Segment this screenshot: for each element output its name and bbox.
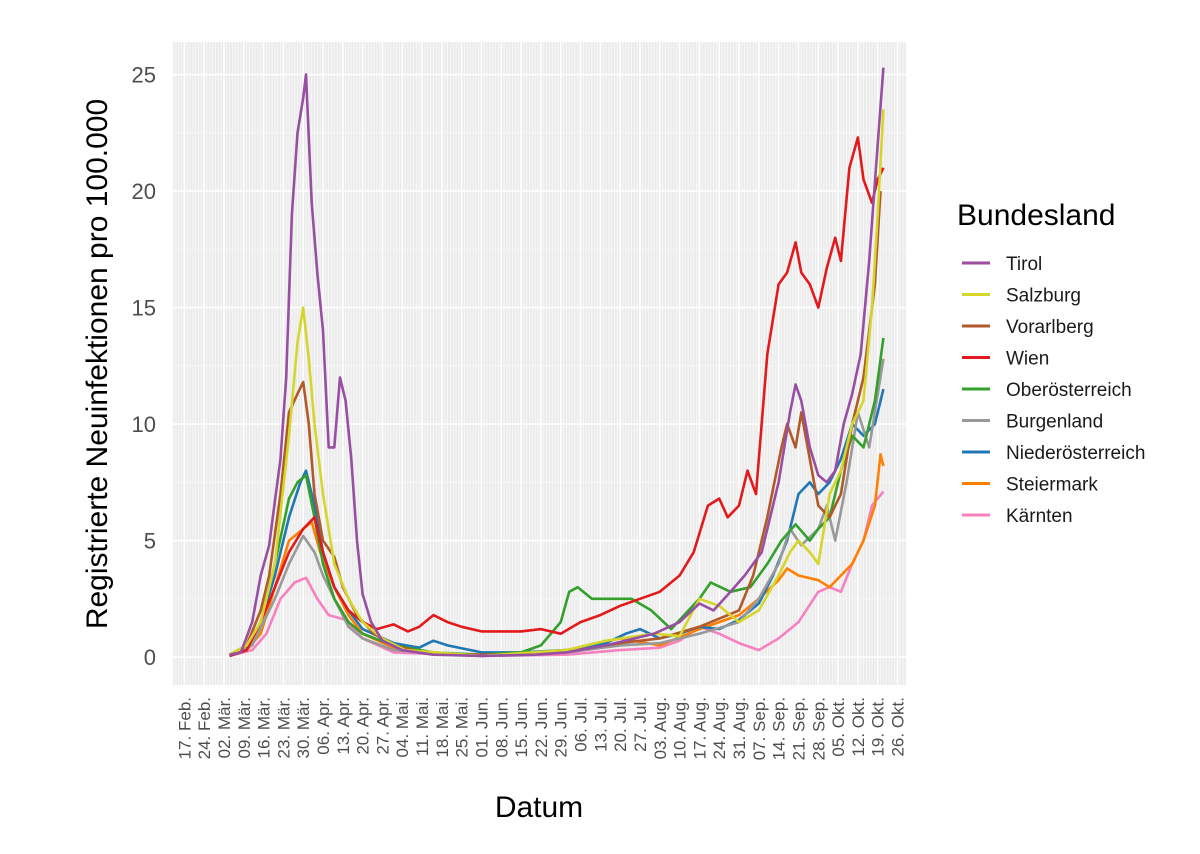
x-tick-label: 27. Jul.	[631, 697, 650, 752]
x-tick-label: 31. Aug.	[730, 697, 749, 759]
y-axis-title: Registrierte Neuinfektionen pro 100.000	[81, 99, 114, 629]
x-tick-label: 12. Okt.	[849, 697, 868, 757]
x-tick-label: 08. Jun.	[492, 697, 511, 758]
x-axis-title: Datum	[495, 791, 583, 824]
x-tick-label: 01. Jun.	[473, 697, 492, 758]
x-tick-label: 06. Apr.	[314, 697, 333, 755]
x-tick-label: 27. Apr.	[373, 697, 392, 755]
legend-label-wien: Wien	[1006, 349, 1049, 370]
x-tick-label: 20. Jul.	[611, 697, 630, 752]
x-tick-label: 21. Sep.	[790, 697, 809, 760]
y-tick-label: 20	[132, 179, 156, 204]
x-tick-label: 26. Okt.	[889, 697, 908, 757]
legend-label-steiermark: Steiermark	[1006, 475, 1098, 496]
series-line-salzburg	[228, 109, 885, 658]
x-tick-label: 03. Aug.	[651, 697, 670, 759]
x-tick-label: 05. Okt.	[829, 697, 848, 757]
legend-label-oberösterreich: Oberösterreich	[1006, 380, 1132, 401]
series-lines	[228, 67, 885, 658]
x-tick-label: 06. Jul.	[572, 697, 591, 752]
y-tick-label: 25	[132, 63, 156, 88]
x-tick-label: 25. Mai.	[453, 697, 472, 757]
x-tick-label: 02. Mär.	[215, 697, 234, 758]
x-tick-label: 04. Mai.	[393, 697, 412, 757]
x-tick-label: 20. Apr.	[354, 697, 373, 755]
x-tick-label: 19. Okt.	[869, 697, 888, 757]
x-tick-label: 09. Mär.	[235, 697, 254, 758]
major-gridlines	[173, 42, 906, 685]
x-tick-label: 22. Jun.	[532, 697, 551, 758]
y-tick-label: 15	[132, 296, 156, 321]
x-tick-label: 16. Mär.	[255, 697, 274, 758]
x-tick-label: 13. Jul.	[591, 697, 610, 752]
legend-label-niederösterreich: Niederösterreich	[1006, 443, 1145, 464]
x-tick-label: 23. Mär.	[274, 697, 293, 758]
x-tick-label: 10. Aug.	[671, 697, 690, 759]
legend-label-burgenland: Burgenland	[1006, 412, 1103, 433]
series-line-tirol	[229, 67, 885, 658]
x-tick-label: 18. Mai.	[433, 697, 452, 757]
y-tick-label: 5	[144, 529, 156, 554]
x-tick-label: 11. Mai.	[413, 697, 432, 756]
x-tick-label: 14. Sep.	[770, 697, 789, 760]
x-tick-label: 07. Sep.	[750, 697, 769, 760]
x-tick-label: 29. Jun.	[552, 697, 571, 758]
y-tick-label: 0	[144, 645, 156, 670]
x-tick-label: 13. Apr.	[334, 697, 353, 755]
x-tick-label: 28. Sep.	[809, 697, 828, 760]
x-tick-label: 17. Feb.	[175, 697, 194, 759]
legend-label-kärnten: Kärnten	[1006, 506, 1073, 527]
x-tick-labels: 17. Feb. 24. Feb. 02. Mär. 09. Mär. 16. Mär.…	[175, 697, 907, 760]
legend-title: Bundesland	[957, 199, 1115, 232]
x-tick-label: 15. Jun.	[512, 697, 531, 758]
series-line-oberösterreich	[229, 337, 885, 658]
series-line-wien	[229, 136, 885, 658]
y-tick-labels: 0 5 10 15 20 25	[132, 63, 156, 670]
x-tick-label: 24. Aug.	[710, 697, 729, 759]
x-tick-label: 24. Feb.	[195, 697, 214, 759]
legend-label-tirol: Tirol	[1006, 254, 1042, 275]
y-tick-label: 10	[132, 412, 156, 437]
legend-label-vorarlberg: Vorarlberg	[1006, 317, 1094, 338]
legend-label-salzburg: Salzburg	[1006, 286, 1081, 307]
x-tick-label: 17. Aug.	[690, 697, 709, 759]
series-line-kärnten	[229, 490, 885, 658]
x-tick-label: 30. Mär.	[294, 697, 313, 758]
legend: Tirol Salzburg Vorarlberg Wien Oberösterreic…	[962, 254, 1145, 527]
series-line-burgenland	[229, 358, 885, 658]
